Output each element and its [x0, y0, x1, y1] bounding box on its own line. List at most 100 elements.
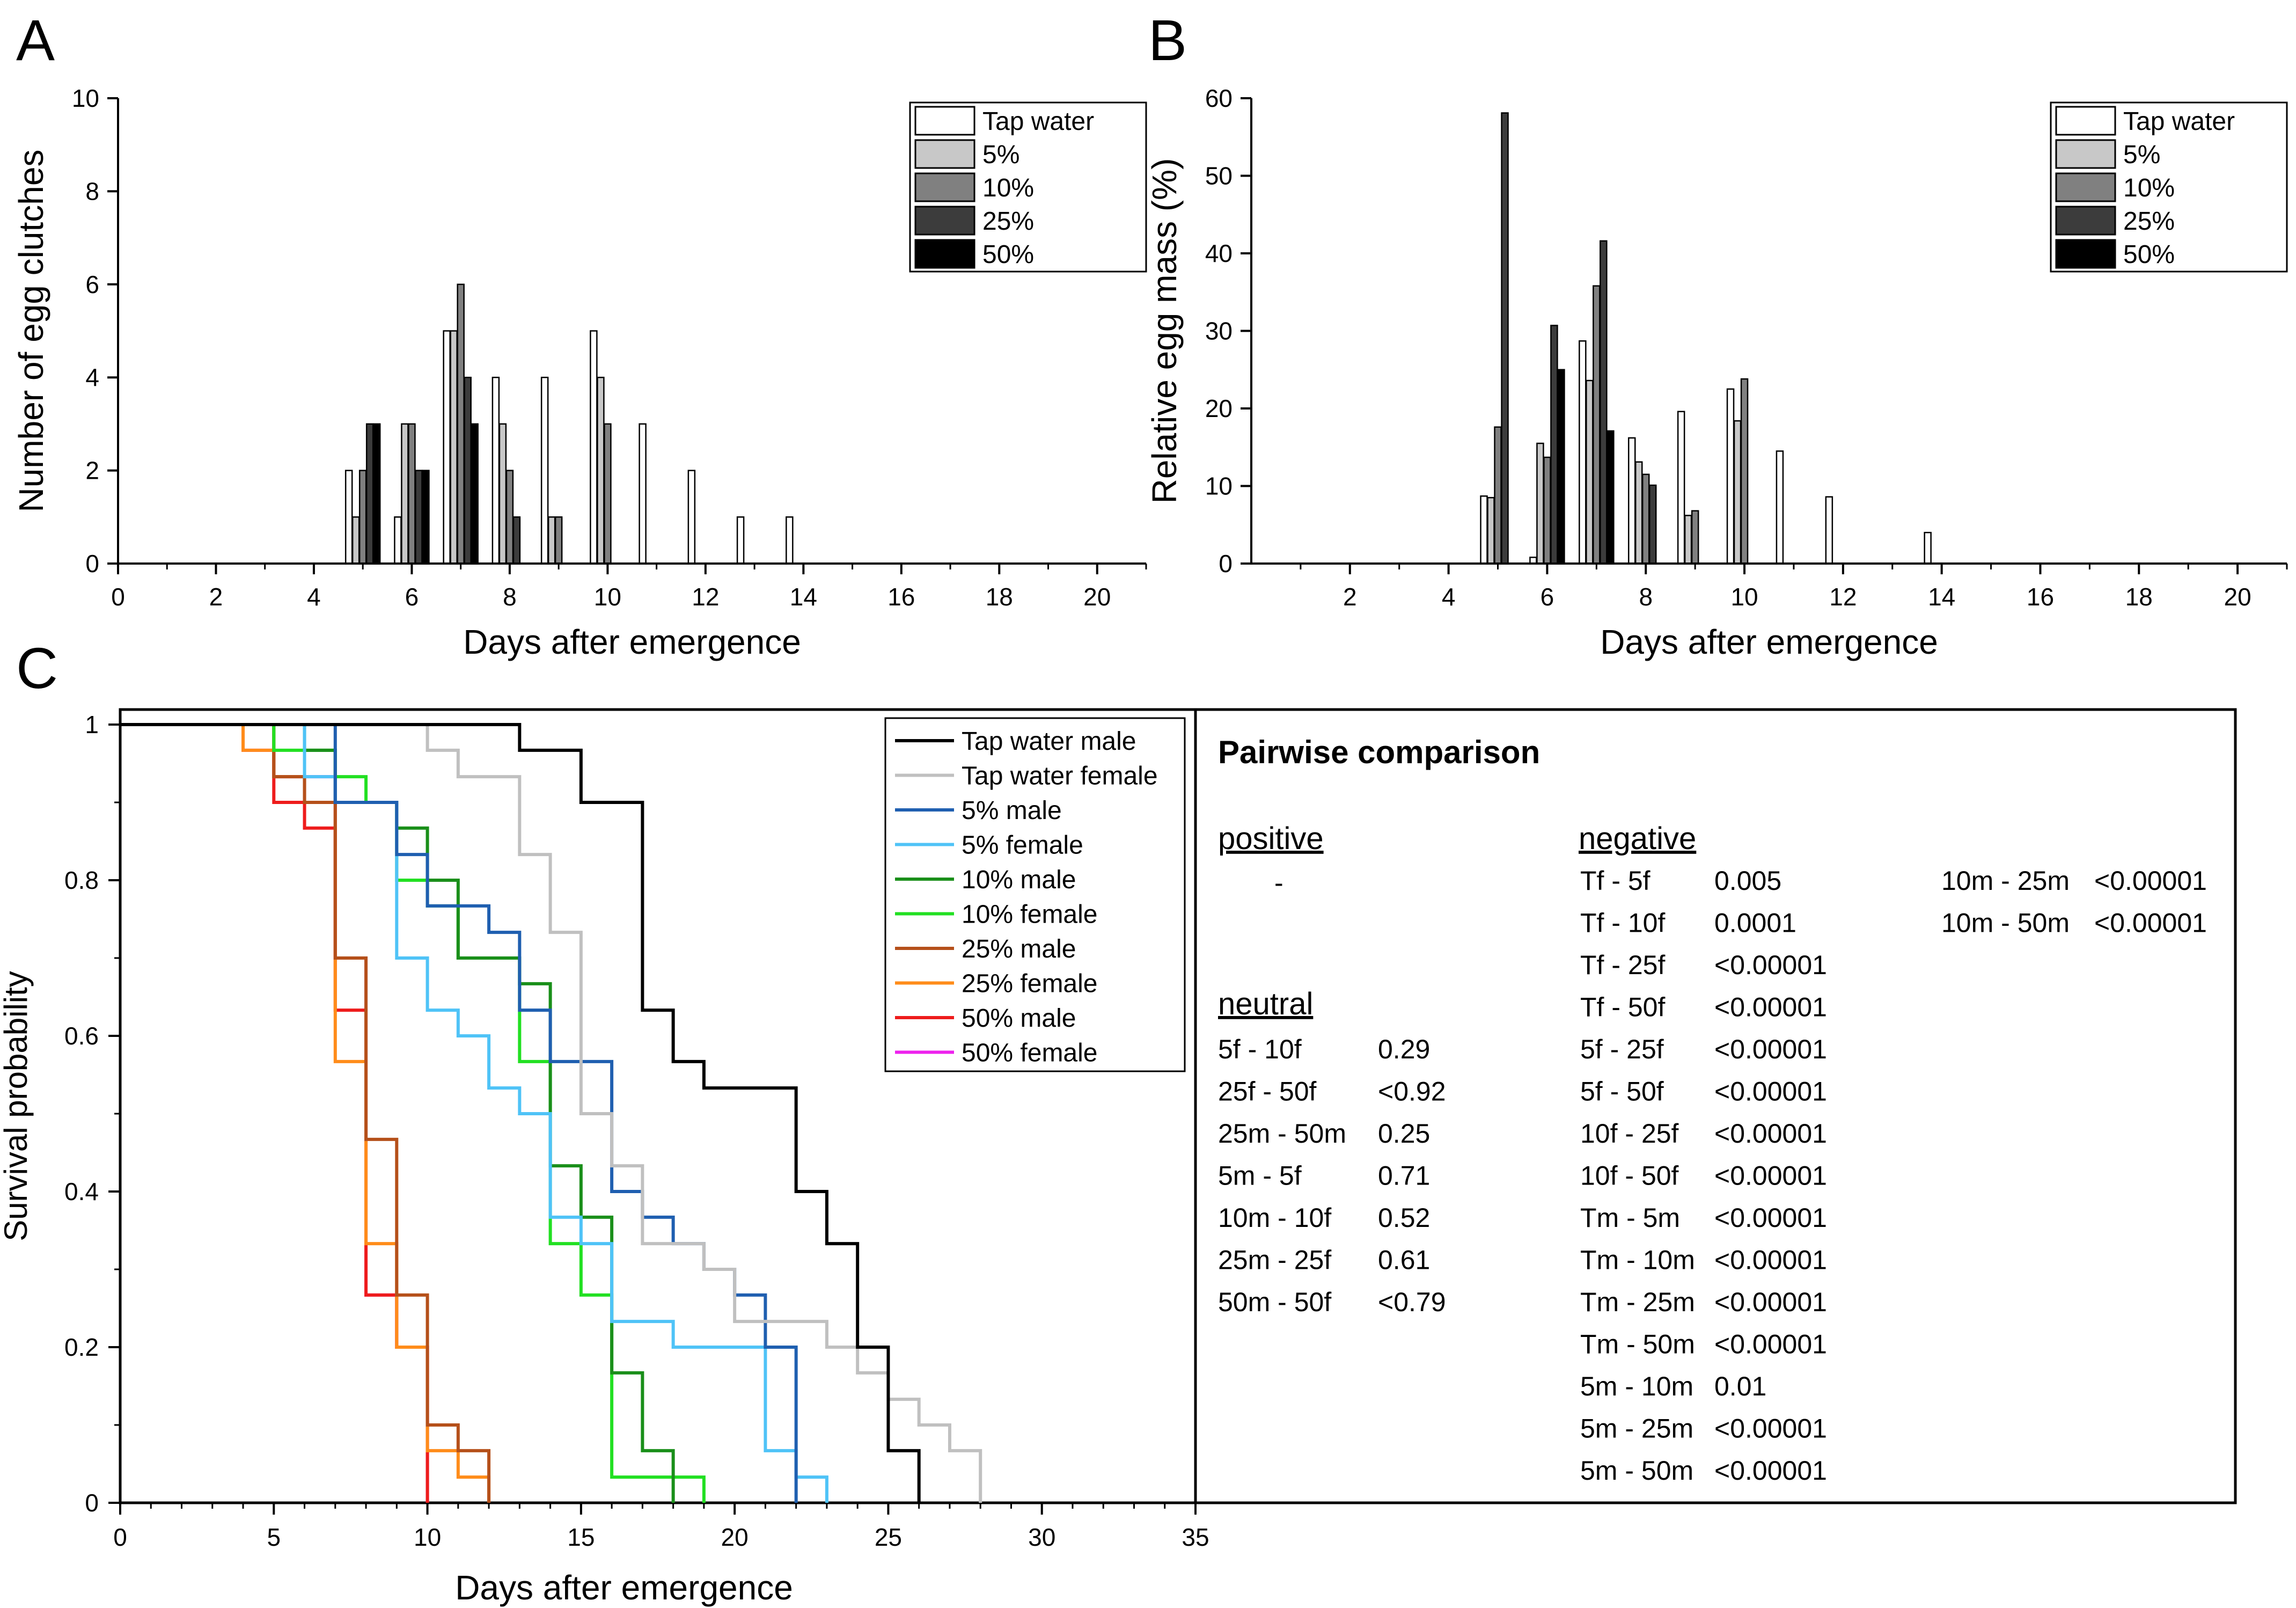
negative-pvalue: <0.00001 — [1714, 950, 1827, 980]
c-curve-2 — [120, 723, 798, 1503]
b-bar-0-7 — [1825, 496, 1833, 565]
a-ytick-label: 2 — [85, 457, 99, 485]
panel-label-b: B — [1148, 8, 1187, 72]
a-bar-0-8 — [736, 516, 745, 565]
b-xtick-label: 20 — [2224, 583, 2251, 611]
negative-pvalue: 0.005 — [1714, 866, 1781, 896]
a-legend-label: 25% — [982, 207, 1034, 236]
b-legend-label: 25% — [2123, 207, 2175, 236]
negative-pvalue: <0.00001 — [1714, 1034, 1827, 1064]
c-curve-3 — [120, 723, 828, 1503]
b-bar-1-1 — [1536, 442, 1544, 565]
negative-pair: 10f - 50f — [1580, 1161, 1679, 1191]
b-ytick-label: 60 — [1205, 84, 1233, 112]
a-bar-3-2 — [464, 376, 472, 565]
b-ytick-label: 10 — [1205, 472, 1233, 500]
b-bar-0-8 — [1924, 531, 1932, 565]
b-bar-0-6 — [1776, 450, 1784, 565]
a-bar-2-0 — [358, 470, 367, 565]
a-legend-label: Tap water — [982, 107, 1094, 136]
b-bar-2-0 — [1494, 426, 1502, 565]
b-bar-2-5 — [1740, 378, 1749, 565]
panel-b-chart: 2 4 6 8 10 12 14 16 18 20 0 10 20 30 40 50 60 Days after … — [1145, 84, 2288, 661]
a-bar-1-5 — [597, 376, 605, 565]
negative-pvalue: <0.00001 — [1714, 1287, 1827, 1317]
neutral-pvalue: 0.52 — [1378, 1203, 1430, 1233]
c-curve-9 — [120, 723, 429, 1503]
b-xtick-label: 8 — [1639, 583, 1653, 611]
a-ytick-label: 0 — [85, 550, 99, 578]
b-ytick-label: 20 — [1205, 394, 1233, 422]
a-xtick-label: 4 — [307, 583, 321, 611]
c-curve-0 — [120, 723, 921, 1503]
neutral-pair: 10m - 10f — [1218, 1203, 1331, 1233]
b-legend-swatch — [2055, 139, 2116, 169]
a-x-label: Days after emergence — [463, 623, 801, 661]
negative-pair: Tm - 5m — [1580, 1203, 1680, 1233]
c-curve-8 — [120, 723, 429, 1503]
a-xtick-label: 14 — [790, 583, 817, 611]
a-legend-label: 50% — [982, 240, 1034, 269]
c-xtick-label: 25 — [875, 1523, 902, 1551]
a-bar-0-0 — [344, 470, 353, 565]
neutral-pvalue: 0.71 — [1378, 1161, 1430, 1191]
b-bar-1-4 — [1684, 515, 1692, 565]
b-bar-3-0 — [1501, 112, 1509, 565]
c-legend-label: 25% female — [962, 970, 1097, 998]
a-bar-1-4 — [547, 516, 556, 565]
neutral-pair: 5m - 5f — [1218, 1161, 1302, 1191]
b-bar-4-1 — [1607, 430, 1615, 565]
a-bar-0-1 — [394, 516, 402, 565]
b-legend-swatch — [2055, 106, 2116, 136]
c-xtick-label: 10 — [414, 1523, 441, 1551]
b-xtick-label: 4 — [1442, 583, 1456, 611]
b-bar-1-2 — [1586, 379, 1594, 565]
pairwise-table-border — [1194, 708, 2237, 1504]
negative-pair: 5m - 50m — [1580, 1456, 1693, 1486]
neutral-pvalue: 0.29 — [1378, 1034, 1430, 1064]
b-bar-0-3 — [1627, 437, 1636, 565]
a-bar-2-4 — [554, 516, 563, 565]
b-legend-label: 10% — [2123, 174, 2175, 202]
a-bar-2-3 — [505, 470, 514, 565]
c-legend-label: 50% male — [962, 1004, 1076, 1033]
negative-heading: negative — [1579, 821, 1696, 856]
c-curve-7 — [120, 723, 491, 1503]
a-legend-label: 5% — [982, 141, 1019, 169]
b-xtick-label: 2 — [1343, 583, 1357, 611]
b-bar-1-0 — [1487, 496, 1495, 565]
a-bar-4-1 — [422, 470, 430, 565]
b-bar-4-0 — [1557, 369, 1565, 565]
c-legend-label: Tap water male — [962, 727, 1136, 756]
a-bar-0-9 — [786, 516, 794, 565]
negative-pair: 10f - 25f — [1580, 1119, 1679, 1149]
a-bar-3-1 — [415, 470, 423, 565]
positive-heading: positive — [1218, 821, 1324, 856]
c-ytick-label: 0.2 — [64, 1333, 99, 1361]
b-ytick-label: 40 — [1205, 239, 1233, 267]
b-xtick-label: 16 — [2027, 583, 2054, 611]
b-ytick-label: 30 — [1205, 317, 1233, 345]
a-bar-1-2 — [450, 330, 458, 565]
c-y-label: Survival probability — [0, 971, 34, 1241]
neutral-pair: 25f - 50f — [1218, 1077, 1317, 1107]
a-xtick-label: 2 — [209, 583, 223, 611]
a-ytick-label: 10 — [72, 84, 99, 112]
c-legend-label: Tap water female — [962, 762, 1158, 791]
a-bar-0-2 — [443, 330, 451, 565]
neutral-pvalue: 0.25 — [1378, 1119, 1430, 1149]
a-bar-4-2 — [471, 423, 479, 565]
neutral-pair: 5f - 10f — [1218, 1034, 1302, 1064]
a-ytick-label: 6 — [85, 271, 99, 298]
negative-pair: Tf - 50f — [1580, 992, 1665, 1022]
negative-pair: 5m - 25m — [1580, 1414, 1693, 1444]
negative-pvalue: <0.00001 — [1714, 1161, 1827, 1191]
b-ytick-label: 50 — [1205, 162, 1233, 190]
a-legend-label: 10% — [982, 174, 1034, 202]
neutral-pvalue: 0.61 — [1378, 1245, 1430, 1275]
a-xtick-label: 10 — [594, 583, 621, 611]
a-xtick-label: 12 — [692, 583, 719, 611]
a-xtick-label: 16 — [887, 583, 915, 611]
b-y-label: Relative egg mass (%) — [1145, 158, 1184, 504]
negative-pair: 5f - 50f — [1580, 1077, 1664, 1107]
